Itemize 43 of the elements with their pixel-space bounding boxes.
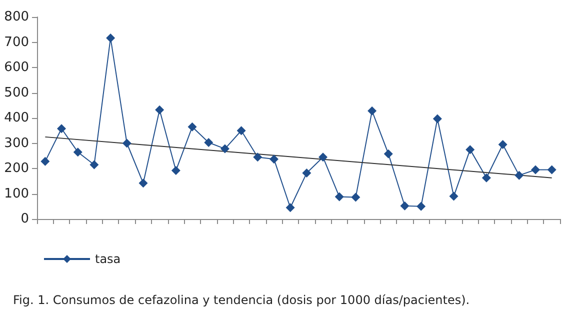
y-tick-label: 0 bbox=[20, 212, 29, 226]
point bbox=[171, 166, 180, 176]
legend-label: tasa bbox=[95, 252, 121, 266]
point bbox=[286, 203, 295, 212]
point bbox=[188, 122, 197, 132]
point bbox=[498, 140, 508, 150]
point bbox=[547, 165, 556, 174]
point bbox=[155, 105, 164, 114]
point bbox=[269, 154, 278, 164]
point bbox=[416, 202, 426, 211]
point bbox=[351, 192, 360, 202]
y-tick-label: 100 bbox=[4, 186, 29, 202]
point bbox=[318, 152, 328, 162]
point bbox=[220, 144, 230, 154]
point bbox=[432, 114, 442, 124]
point bbox=[57, 124, 66, 134]
point bbox=[236, 126, 246, 136]
point bbox=[334, 192, 344, 202]
y-tick-label: 700 bbox=[4, 34, 29, 50]
point bbox=[368, 106, 377, 116]
point bbox=[400, 201, 410, 210]
point bbox=[40, 156, 50, 166]
text: Fig. 1. Consumos de cefazolina y tendencia (dosis por 1000 días/pacientes). bbox=[13, 293, 470, 307]
point bbox=[449, 192, 458, 201]
point bbox=[253, 152, 262, 162]
point bbox=[302, 168, 312, 178]
y-tick-label: 400 bbox=[4, 110, 29, 126]
point bbox=[514, 170, 524, 180]
y-tick-label: 300 bbox=[4, 136, 29, 151]
point bbox=[482, 173, 491, 182]
point bbox=[138, 178, 148, 188]
point bbox=[466, 145, 475, 154]
point bbox=[90, 160, 99, 170]
y-tick-label: 500 bbox=[4, 85, 29, 100]
point bbox=[530, 165, 540, 174]
point bbox=[384, 149, 393, 158]
point bbox=[73, 148, 82, 157]
y-tick-label: 800 bbox=[4, 10, 29, 24]
point bbox=[204, 138, 214, 147]
point bbox=[122, 138, 132, 148]
y-tick-label: 600 bbox=[4, 60, 29, 75]
y-tick-label: 200 bbox=[4, 161, 29, 176]
point bbox=[106, 33, 116, 42]
